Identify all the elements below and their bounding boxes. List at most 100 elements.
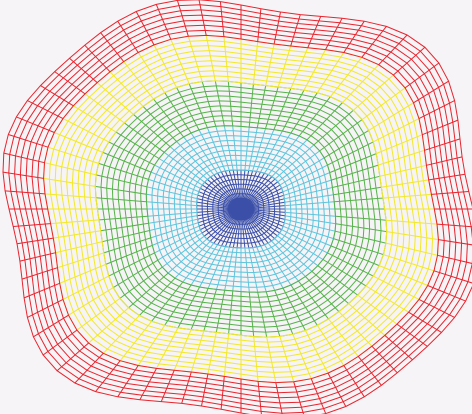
- mesh-spoke: [102, 230, 150, 243]
- mesh-spoke: [103, 237, 151, 254]
- mesh-spoke: [59, 263, 106, 284]
- mesh-spoke: [252, 128, 266, 172]
- mesh-spoke: [277, 150, 320, 183]
- mesh-spoke: [285, 215, 336, 225]
- mesh-spoke: [190, 330, 205, 373]
- mesh-spoke: [74, 352, 104, 384]
- mesh-spoke: [386, 231, 439, 241]
- mesh-spoke: [327, 252, 374, 277]
- mesh-spoke: [335, 215, 387, 221]
- mesh-spoke: [267, 242, 299, 282]
- mesh-spoke: [424, 138, 461, 151]
- mesh-spoke: [57, 252, 104, 269]
- mesh-spoke: [290, 14, 301, 47]
- mesh-spoke: [333, 186, 382, 196]
- mesh-spoke: [304, 330, 329, 374]
- mesh-spoke: [40, 85, 74, 107]
- mesh-spoke: [408, 311, 442, 333]
- mesh-spoke: [379, 265, 428, 286]
- mesh-spoke: [150, 171, 199, 193]
- mesh-spoke: [393, 46, 426, 76]
- mesh-band-inner-core: [196, 169, 286, 249]
- mesh-spoke: [281, 164, 328, 189]
- mesh-spoke: [50, 219, 100, 225]
- mesh-spoke: [332, 175, 380, 188]
- mesh-band-light-blue: [145, 125, 337, 293]
- mesh-spoke: [281, 89, 305, 132]
- mesh-spoke: [55, 241, 103, 254]
- mesh-spoke: [76, 297, 121, 331]
- mesh-spoke: [47, 146, 99, 164]
- mesh-spoke: [160, 370, 175, 402]
- mesh-spoke: [21, 267, 58, 280]
- mesh-spoke: [224, 247, 234, 291]
- mesh-spoke: [190, 132, 218, 174]
- mesh-spoke: [117, 20, 139, 53]
- mesh-spoke: [223, 36, 229, 82]
- mesh-spoke: [170, 39, 190, 84]
- mesh-spoke: [207, 332, 217, 375]
- mesh-spoke: [418, 100, 455, 120]
- mesh-spoke: [154, 164, 201, 189]
- mesh-spoke: [149, 218, 198, 231]
- mesh-spoke: [333, 238, 384, 256]
- mesh-spoke: [188, 83, 208, 128]
- mesh-spoke: [329, 153, 377, 174]
- mesh-spoke: [16, 116, 55, 133]
- mesh-spoke: [306, 102, 343, 141]
- mesh-spoke: [62, 118, 110, 143]
- mesh-spoke: [44, 193, 96, 199]
- mesh-spoke: [428, 173, 466, 181]
- mesh-spoke: [73, 105, 117, 133]
- mesh-spoke: [205, 35, 216, 81]
- mesh-spoke: [384, 335, 413, 361]
- mesh-spoke: [84, 93, 125, 124]
- mesh-spoke: [176, 0, 189, 37]
- mesh-spoke: [426, 156, 463, 166]
- mesh-spoke: [256, 85, 267, 128]
- mesh-spoke: [271, 139, 308, 177]
- mesh-spoke: [153, 98, 184, 138]
- mesh-spoke: [215, 290, 226, 333]
- mesh-spoke: [281, 229, 328, 254]
- mesh-spoke: [282, 172, 330, 193]
- mesh-spoke: [328, 318, 359, 357]
- mesh-spoke: [264, 132, 292, 174]
- mesh-spoke: [436, 223, 472, 228]
- mesh-spoke: [13, 223, 51, 227]
- mesh-spoke: [252, 247, 267, 292]
- mesh-spoke: [158, 158, 203, 186]
- mesh-spoke: [307, 16, 322, 48]
- mesh-spoke: [162, 235, 205, 268]
- mesh-spoke: [422, 119, 459, 136]
- mesh-spoke: [5, 190, 46, 195]
- mesh-spoke: [248, 127, 258, 171]
- mesh-spoke: [203, 289, 217, 332]
- mesh-spoke: [260, 130, 283, 173]
- mesh-spoke: [379, 164, 427, 177]
- mesh-spoke: [330, 56, 363, 98]
- mesh-spoke: [146, 201, 197, 207]
- mesh-spoke: [62, 275, 110, 300]
- mesh-spoke: [108, 252, 155, 277]
- mesh-band-green: [94, 80, 388, 338]
- mesh-spoke: [256, 246, 276, 291]
- mesh-spoke: [298, 96, 331, 137]
- mesh-spoke: [365, 285, 409, 313]
- mesh-core: [229, 198, 253, 220]
- mesh-spoke: [214, 80, 225, 126]
- mesh-spoke: [433, 270, 472, 284]
- mesh-spoke: [361, 26, 387, 58]
- mesh-spoke: [279, 157, 325, 186]
- mesh-spoke: [176, 141, 211, 178]
- mesh-spoke: [96, 82, 134, 115]
- mesh-spoke: [267, 135, 300, 176]
- mesh-spoke: [201, 81, 217, 127]
- mesh-spoke: [256, 129, 275, 172]
- mesh-spoke: [342, 64, 380, 103]
- mesh-spoke: [343, 365, 365, 398]
- mesh-spoke: [100, 222, 149, 232]
- mesh-spoke: [215, 126, 230, 171]
